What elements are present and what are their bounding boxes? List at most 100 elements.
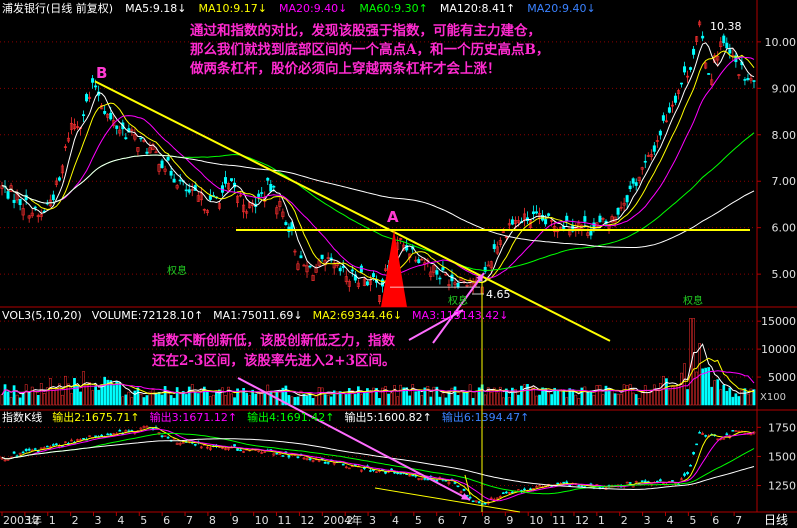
candle-body [649,154,653,157]
volume-bar [607,389,611,406]
volume-bar [323,394,327,406]
candle-body [692,48,696,55]
index-candle-body [263,451,267,453]
index-candle-body [242,450,245,453]
candle-body [154,151,158,154]
volume-bar [637,398,641,406]
volume-bar [746,393,750,406]
volume-bar [381,387,384,406]
candle-body [112,120,116,127]
candle-body [513,219,517,225]
candle-body [36,215,40,218]
month-label: 8 [483,514,490,527]
volume-bar [302,394,306,406]
candle-body [598,215,602,223]
volume-bar [82,371,85,406]
volume-bar [722,384,726,406]
index-candle-body [511,491,514,494]
candle-body [314,266,318,273]
volume-bar [326,394,330,406]
index-candle-body [447,481,451,485]
candle-body [347,280,351,287]
candle-body [94,85,98,88]
candle-body [0,185,4,189]
candle-body [532,211,536,215]
index-candle-body [311,460,315,462]
index-candle-body [317,460,321,462]
volume-bar [320,387,324,406]
candle-body [607,223,611,229]
price-tick-label: 9.00 [772,82,797,95]
candle-body [245,211,249,214]
index-candle-body [76,439,79,442]
candle-body [148,147,152,154]
index-candle-body [278,453,282,456]
volume-bar [471,397,475,406]
candle-body [698,21,702,26]
volume-bar [495,392,499,406]
volume-bar [420,395,424,406]
index-candle-body [508,492,511,494]
volume-bar [544,387,547,406]
volume-bar [94,386,97,406]
index-candle-body [39,447,43,450]
volume-bar [411,384,415,406]
stock-side-arrow-head [454,310,463,318]
volume-bar [12,385,16,406]
index-candle-body [178,443,182,445]
volume-bar [622,384,626,406]
index-candle-body [408,474,412,477]
candle-body [76,126,80,128]
index-candle-body [483,502,487,505]
volume-bar [79,391,82,406]
price-legend: 浦发银行(日线 前复权) MA5:9.18↓ MA10:9.17↓ MA20:9.40… [2,1,596,15]
volume-bar [130,397,134,406]
legend-item: MA10:9.17↓ [199,2,267,15]
volume-bar [577,397,581,406]
volume-bar [511,387,514,406]
index-candle-body [628,482,632,484]
volume-bar [24,384,28,406]
volume-bar [281,387,285,406]
candle-body [483,266,487,272]
index-candle-body [474,500,478,503]
volume-bar [269,391,273,406]
index-candle-body [423,478,427,480]
candle-body [441,267,445,271]
candle-body [169,170,173,176]
index-candle-body [55,443,58,445]
volume-bar [148,391,152,406]
stock-up-arrow-head [476,273,484,282]
candle-body [737,74,741,76]
candle-body [341,265,345,268]
index-candle-body [287,455,291,458]
volume-bar [393,385,396,406]
vol-ma3-line [1,370,755,396]
volume-bar [305,395,309,406]
candle-body [66,137,70,142]
ma10-line [1,50,755,284]
volume-bar [707,367,711,406]
dividend-badge: 权息 [683,294,703,307]
volume-bar [6,391,10,406]
candle-body [72,123,76,130]
candle-body [743,79,747,81]
candle-body [130,129,134,132]
candle-body [290,222,294,230]
candle-body [284,222,288,225]
volume-scale-label: X100 [760,392,786,403]
volume-bar [483,394,487,406]
volume-bar [299,390,303,406]
legend-item: MA20:9.40↓ [527,2,595,15]
volume-bar [21,392,25,406]
index-candle-body [725,433,729,436]
candle-body [302,264,306,267]
stock-side-arrow [408,309,464,341]
index-candle-body [420,477,424,480]
index-candle-body [296,456,300,459]
volume-bar [453,386,457,406]
candle-body [652,145,656,152]
index-candle-body [701,432,704,435]
index-candle-body [577,484,581,487]
